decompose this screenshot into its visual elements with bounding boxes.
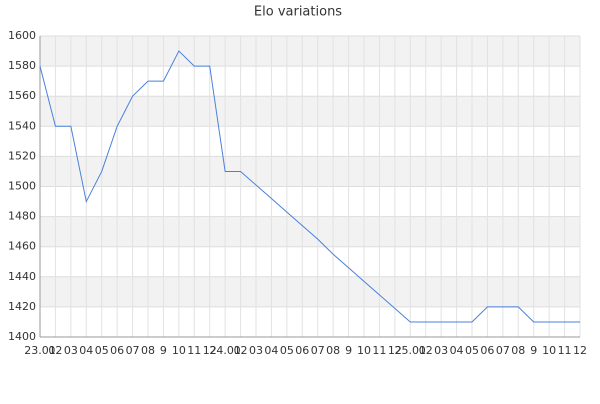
series-line [39, 50, 580, 323]
x-tick-label: 11 [372, 344, 386, 357]
x-tick-label: 07 [311, 344, 325, 357]
y-tick-label: 1600 [8, 29, 36, 42]
x-tick-label: 10 [172, 344, 186, 357]
x-tick-label: 25.01 [395, 344, 427, 357]
chart-title: Elo variations [254, 5, 342, 20]
y-tick-label: 1400 [8, 330, 36, 343]
x-tick-label: 05 [95, 344, 109, 357]
y-tick-label: 1520 [8, 149, 36, 162]
x-tick-label: 10 [357, 344, 371, 357]
x-tick-label: 02 [48, 344, 62, 357]
x-tick-label: 02 [234, 344, 248, 357]
x-tick-label: 12 [203, 344, 217, 357]
x-tick-label: 04 [79, 344, 93, 357]
x-tick-label: 03 [434, 344, 448, 357]
x-tick-label: 11 [187, 344, 201, 357]
x-tick-label: 10 [542, 344, 556, 357]
x-tick-label: 03 [249, 344, 263, 357]
grid-band [40, 276, 580, 307]
y-tick-label: 1500 [8, 180, 36, 193]
x-tick-label: 9 [160, 344, 167, 357]
x-tick-label: 07 [496, 344, 510, 357]
x-tick-label: 07 [126, 344, 140, 357]
y-tick-label: 1560 [8, 89, 36, 102]
x-tick-label: 11 [558, 344, 572, 357]
x-tick-label: 04 [450, 344, 464, 357]
grid-band [40, 216, 580, 247]
x-tick-label: 06 [295, 344, 309, 357]
x-tick-label: 06 [110, 344, 124, 357]
x-tick-label: 06 [480, 344, 494, 357]
y-tick-label: 1580 [8, 59, 36, 72]
y-tick-label: 1540 [8, 119, 36, 132]
x-tick-label: 23.01 [24, 344, 56, 357]
y-tick-label: 1460 [8, 240, 36, 253]
x-tick-label: 08 [326, 344, 340, 357]
x-tick-label: 04 [264, 344, 278, 357]
x-tick-label: 12 [573, 344, 587, 357]
x-tick-label: 02 [419, 344, 433, 357]
y-tick-label: 1440 [8, 270, 36, 283]
y-tick-label: 1480 [8, 210, 36, 223]
x-tick-label: 9 [345, 344, 352, 357]
x-tick-label: 05 [280, 344, 294, 357]
x-tick-label: 08 [511, 344, 525, 357]
x-tick-label: 12 [388, 344, 402, 357]
x-tick-label: 24.01 [209, 344, 241, 357]
x-tick-label: 08 [141, 344, 155, 357]
x-tick-label: 9 [530, 344, 537, 357]
y-tick-label: 1420 [8, 300, 36, 313]
x-tick-label: 05 [465, 344, 479, 357]
grid-band [40, 156, 580, 187]
x-tick-label: 03 [64, 344, 78, 357]
grid-band [40, 36, 580, 67]
grid-band [40, 96, 580, 127]
